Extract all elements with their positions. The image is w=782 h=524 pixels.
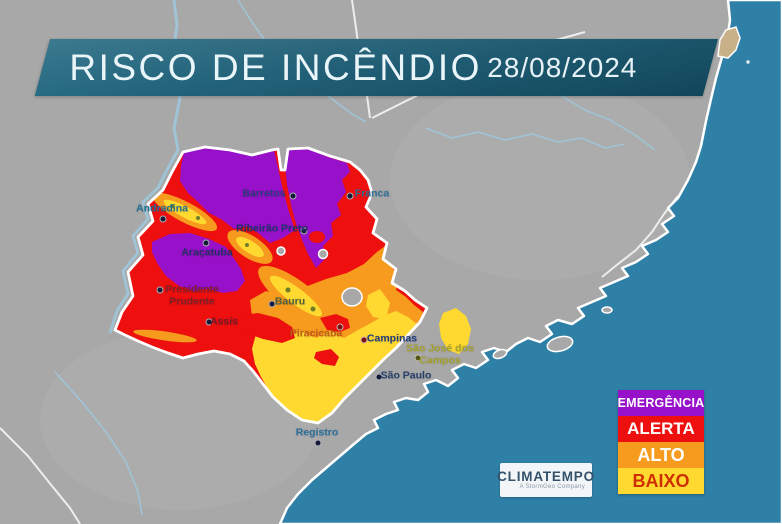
city-marker	[268, 300, 276, 308]
city-label: Piracicaba	[289, 327, 343, 340]
risk-zone-emergencia-east	[285, 148, 350, 268]
city-label: Presidente Prudente	[165, 283, 219, 307]
state-sao-paulo-risk-zones	[113, 145, 429, 425]
city-label: Barretos	[242, 187, 286, 200]
city-marker	[159, 215, 167, 223]
risk-zone-baixo-sjc	[439, 308, 471, 354]
city-label: Ribeirão Preto	[236, 222, 308, 235]
city-marker	[346, 192, 354, 200]
city-marker	[360, 336, 368, 344]
legend-item-baixo: BAIXO	[618, 468, 704, 494]
city-marker	[156, 286, 164, 294]
climatempo-logo: CLIMATEMPO A StormGeo Company	[497, 463, 595, 497]
city-marker	[289, 192, 297, 200]
logo-tagline-text: A StormGeo Company	[519, 483, 585, 490]
land-shading	[390, 80, 690, 280]
city-label: Registro	[295, 426, 339, 439]
risk-zone-emergencia-aracatuba	[152, 233, 245, 293]
city-marker	[336, 323, 344, 331]
risk-zone-emergencia-west	[180, 148, 295, 243]
title-banner: RISCO DE INCÊNDIO 28/08/2024	[34, 39, 719, 96]
map-gray-holes	[276, 246, 363, 307]
city-marker	[375, 373, 383, 381]
city-marker	[205, 318, 213, 326]
city-label: Andradina	[136, 202, 188, 215]
city-label: Bauru	[274, 295, 306, 308]
legend-item-alto: ALTO	[618, 442, 704, 468]
city-marker	[414, 354, 422, 362]
logo-brand-text: CLIMATEMPO	[497, 468, 595, 484]
city-marker	[300, 227, 308, 235]
legend-item-emergencia: EMERGÊNCIA	[618, 390, 704, 416]
risk-zone-baixo-south	[252, 311, 419, 423]
forecast-date: 28/08/2024	[487, 51, 638, 83]
city-label: São José dos Campos	[406, 342, 474, 366]
city-marker	[314, 439, 322, 447]
state-border	[113, 145, 429, 425]
page-title: RISCO DE INCÊNDIO	[69, 46, 482, 88]
risk-legend: EMERGÊNCIA ALERTA ALTO BAIXO	[618, 390, 704, 494]
city-label: Campinas	[366, 332, 418, 345]
coastal-cape	[717, 26, 741, 59]
city-label: Franca	[354, 187, 390, 200]
city-label: Assis	[209, 315, 239, 328]
risk-zone-baixo-east	[366, 289, 390, 319]
risk-patches-alerta	[235, 231, 350, 366]
city-label: São Paulo	[380, 369, 432, 382]
legend-item-alerta: ALERTA	[618, 416, 704, 442]
city-marker	[202, 239, 210, 247]
city-label: Araçatuba	[181, 246, 233, 259]
land-shading	[40, 330, 320, 510]
coastal-islands	[492, 60, 750, 360]
